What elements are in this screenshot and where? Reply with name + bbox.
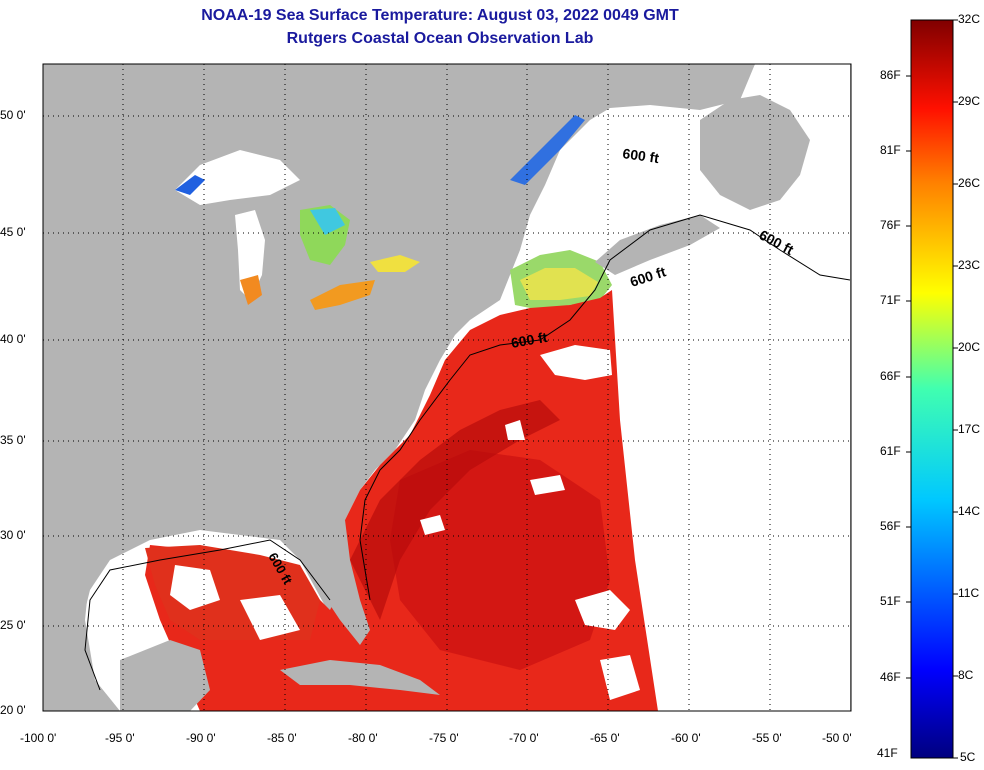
lake-ontario [370, 255, 420, 272]
gulf-of-maine-yellow [520, 268, 598, 300]
lat-tick-label: 50 0' [0, 108, 26, 122]
colorbar-f-label: 86F [880, 68, 901, 82]
lon-tick-label: -100 0' [20, 731, 57, 745]
colorbar-c-label: 14C [958, 504, 981, 518]
lake-michigan-warm [240, 275, 262, 305]
lon-tick-label: -65 0' [590, 731, 620, 745]
colorbar-c-label: 8C [958, 668, 974, 682]
contour-label-4: 600 ft [510, 329, 549, 351]
colorbar-f-label: 76F [880, 218, 901, 232]
lake-superior-blue [175, 175, 205, 195]
sst-hot-core [390, 450, 610, 670]
lake-erie [310, 280, 375, 310]
colorbar-f-label: 81F [880, 143, 901, 157]
colorbar-f-label: 61F [880, 444, 901, 458]
lon-tick-label: -85 0' [267, 731, 297, 745]
colorbar-c-label: 26C [958, 176, 981, 190]
lon-tick-label: -70 0' [509, 731, 539, 745]
lat-tick-label: 30 0' [0, 528, 26, 542]
gulfstream-core [350, 400, 560, 620]
lon-tick-label: -75 0' [429, 731, 459, 745]
600ft-contour [84, 214, 851, 691]
st-lawrence [510, 115, 585, 185]
colorbar-f-label: 51F [880, 594, 901, 608]
colorbar-f-label: 56F [880, 519, 901, 533]
lat-tick-label: 40 0' [0, 332, 26, 346]
colorbar-c-label: 20C [958, 340, 981, 354]
map-subtitle: Rutgers Coastal Ocean Observation Lab [286, 30, 594, 47]
mexico [43, 560, 120, 711]
contour-label-1: 600 ft [622, 145, 661, 166]
colorbar-f-label: 66F [880, 369, 901, 383]
lake-superior [175, 150, 300, 205]
yucatan [120, 640, 210, 711]
lon-tick-label: -80 0' [348, 731, 378, 745]
lat-tick-label: 45 0' [0, 225, 26, 239]
lon-tick-label: -60 0' [671, 731, 701, 745]
lon-tick-label: -50 0' [822, 731, 852, 745]
colorbar-c-label: 11C [958, 586, 980, 600]
map-title: NOAA-19 Sea Surface Temperature: August … [201, 7, 679, 24]
cuba [280, 660, 440, 695]
lat-tick-label: 25 0' [0, 618, 26, 632]
colorbar-c-label: 29C [958, 94, 981, 108]
colorbar-c-label: 5C [960, 750, 976, 764]
lat-tick-label: 35 0' [0, 433, 26, 447]
newfoundland [700, 95, 810, 210]
lake-huron-cool [310, 208, 345, 235]
nova-scotia [595, 215, 720, 275]
colorbar [910, 19, 954, 759]
lon-tick-label: -90 0' [186, 731, 216, 745]
colorbar-c-label: 23C [958, 258, 981, 272]
colorbar-f-label: 46F [880, 670, 901, 684]
lon-tick-label: -95 0' [105, 731, 135, 745]
cloud-patches [170, 345, 640, 700]
colorbar-c-label: 17C [958, 422, 981, 436]
colorbar-f-label: 71F [880, 293, 901, 307]
florida [300, 520, 370, 645]
colorbar-c-label: 32C [958, 12, 981, 26]
colorbar-f-label: 41F [877, 746, 898, 760]
colorbar-ticks [906, 19, 958, 759]
lon-tick-label: -55 0' [752, 731, 782, 745]
labrador-coast [600, 64, 755, 105]
lat-tick-label: 20 0' [0, 703, 26, 717]
